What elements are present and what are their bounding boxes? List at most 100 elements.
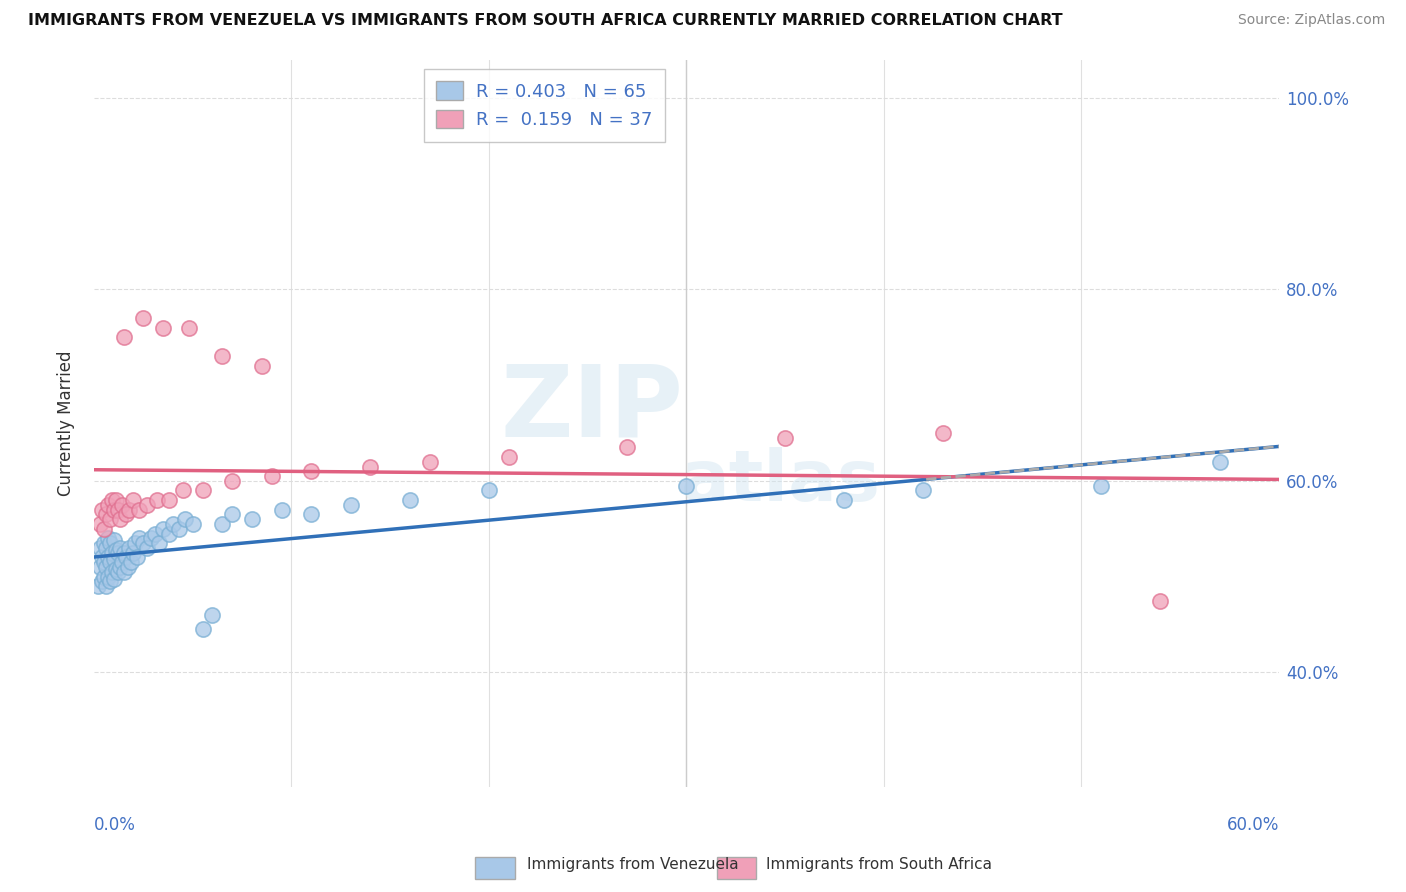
Point bbox=[94, 508, 117, 522]
Point bbox=[299, 464, 322, 478]
Point bbox=[124, 536, 146, 550]
Text: Immigrants from Venezuela: Immigrants from Venezuela bbox=[527, 857, 740, 872]
Point bbox=[104, 542, 127, 557]
Point bbox=[94, 560, 117, 574]
Legend: R = 0.403   N = 65, R =  0.159   N = 37: R = 0.403 N = 65, R = 0.159 N = 37 bbox=[423, 69, 665, 142]
Point bbox=[191, 483, 214, 498]
Point bbox=[157, 526, 180, 541]
Point bbox=[89, 516, 111, 531]
Point bbox=[98, 512, 121, 526]
Text: Source: ZipAtlas.com: Source: ZipAtlas.com bbox=[1237, 13, 1385, 28]
Point bbox=[143, 526, 166, 541]
Point bbox=[90, 574, 112, 589]
Point bbox=[103, 502, 125, 516]
Point bbox=[89, 560, 111, 574]
Point bbox=[201, 607, 224, 622]
Point bbox=[104, 562, 127, 576]
Point bbox=[89, 541, 111, 555]
Point bbox=[114, 550, 136, 565]
Point bbox=[498, 450, 520, 464]
Point bbox=[132, 311, 155, 326]
Point bbox=[270, 502, 292, 516]
Text: IMMIGRANTS FROM VENEZUELA VS IMMIGRANTS FROM SOUTH AFRICA CURRENTLY MARRIED CORR: IMMIGRANTS FROM VENEZUELA VS IMMIGRANTS … bbox=[28, 13, 1063, 29]
Point bbox=[94, 579, 117, 593]
Point bbox=[128, 502, 150, 516]
Point bbox=[98, 555, 121, 569]
Point bbox=[299, 508, 322, 522]
Point bbox=[128, 532, 150, 546]
Point bbox=[181, 516, 204, 531]
Point bbox=[146, 493, 169, 508]
Point bbox=[100, 546, 122, 560]
Point bbox=[90, 502, 112, 516]
Point bbox=[93, 569, 115, 583]
Point bbox=[93, 536, 115, 550]
Point bbox=[773, 431, 796, 445]
Point bbox=[616, 441, 638, 455]
Point bbox=[221, 508, 243, 522]
Point bbox=[104, 493, 127, 508]
Point bbox=[1208, 455, 1230, 469]
Point bbox=[1090, 478, 1112, 492]
Point bbox=[191, 622, 214, 636]
Point bbox=[107, 502, 129, 516]
Point bbox=[94, 541, 117, 555]
Point bbox=[240, 512, 263, 526]
Point bbox=[932, 425, 955, 440]
Point bbox=[132, 536, 155, 550]
Point bbox=[97, 532, 120, 546]
Point bbox=[152, 320, 174, 334]
Point bbox=[478, 483, 501, 498]
Text: atlas: atlas bbox=[682, 447, 882, 516]
Point bbox=[834, 493, 856, 508]
Text: 0.0%: 0.0% bbox=[94, 816, 136, 834]
Point bbox=[127, 550, 149, 565]
Point bbox=[167, 522, 190, 536]
Point bbox=[419, 455, 441, 469]
Point bbox=[221, 474, 243, 488]
Point bbox=[114, 508, 136, 522]
Point bbox=[173, 512, 195, 526]
Point bbox=[87, 579, 110, 593]
Point bbox=[359, 459, 381, 474]
Point bbox=[148, 536, 170, 550]
Point bbox=[100, 565, 122, 579]
Point bbox=[136, 541, 159, 555]
Point bbox=[260, 469, 283, 483]
Point bbox=[912, 483, 935, 498]
Point bbox=[211, 516, 233, 531]
Point bbox=[108, 560, 131, 574]
Point bbox=[141, 532, 163, 546]
Point bbox=[1149, 593, 1171, 607]
Point bbox=[177, 320, 200, 334]
Point bbox=[98, 536, 121, 550]
Point bbox=[93, 522, 115, 536]
Point bbox=[120, 555, 142, 569]
Text: 60.0%: 60.0% bbox=[1226, 816, 1279, 834]
Point bbox=[250, 359, 273, 373]
Point bbox=[110, 555, 132, 569]
Text: ZIP: ZIP bbox=[501, 360, 683, 458]
Point bbox=[108, 541, 131, 555]
Point bbox=[97, 498, 120, 512]
Point bbox=[103, 552, 125, 566]
Point bbox=[339, 498, 361, 512]
Point bbox=[100, 493, 122, 508]
Point bbox=[108, 512, 131, 526]
Point bbox=[107, 565, 129, 579]
Point bbox=[112, 565, 135, 579]
Point bbox=[93, 555, 115, 569]
Point bbox=[122, 493, 145, 508]
Point bbox=[211, 350, 233, 364]
Point bbox=[112, 546, 135, 560]
Point bbox=[110, 498, 132, 512]
Point bbox=[162, 516, 184, 531]
Point bbox=[90, 550, 112, 565]
Point bbox=[112, 330, 135, 344]
Y-axis label: Currently Married: Currently Married bbox=[58, 351, 75, 496]
Point bbox=[107, 546, 129, 560]
Point bbox=[118, 502, 141, 516]
Text: Immigrants from South Africa: Immigrants from South Africa bbox=[766, 857, 993, 872]
Point bbox=[117, 560, 139, 574]
Point bbox=[157, 493, 180, 508]
